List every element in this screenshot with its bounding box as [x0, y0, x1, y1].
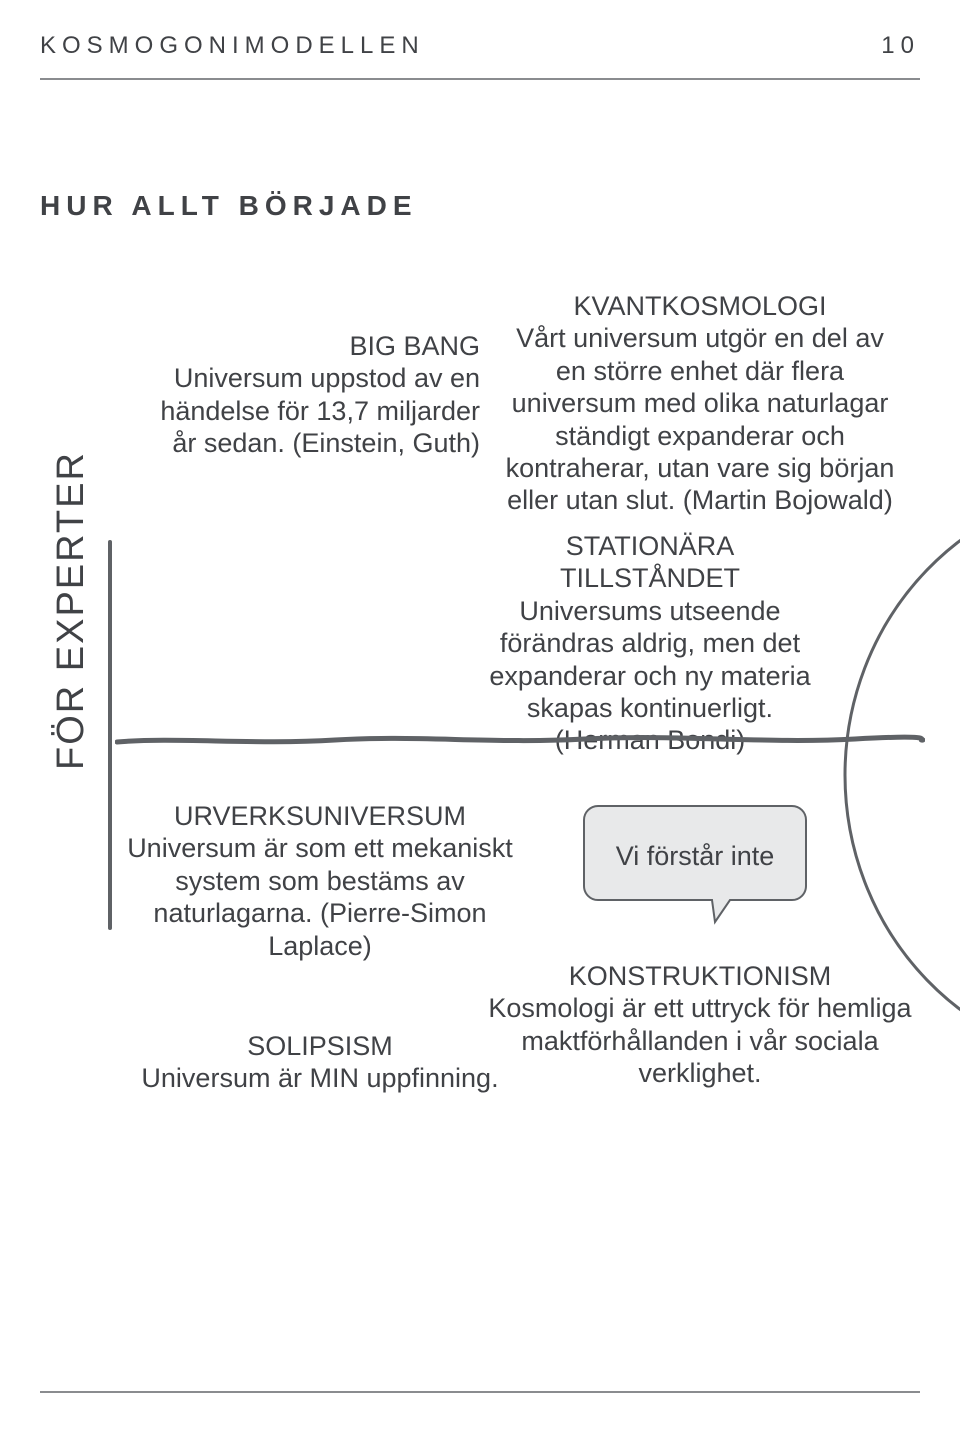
block-konstrukt: KONSTRUKTIONISM Kosmologi är ett uttryck…: [470, 960, 930, 1090]
page-number: 10: [881, 32, 920, 60]
hand-drawn-divider: [115, 732, 925, 748]
header-title: KOSMOGONIMODELLEN: [40, 32, 425, 60]
section-title: HUR ALLT BÖRJADE: [40, 190, 418, 222]
block-title: STATIONÄRA TILLSTÅNDET: [475, 530, 825, 595]
block-title: SOLIPSISM: [135, 1030, 505, 1062]
block-body: Kosmologi är ett uttryck för hemliga mak…: [470, 992, 930, 1089]
block-bigbang: BIG BANG Universum uppstod av en händels…: [140, 330, 480, 460]
block-body: Universum uppstod av en händelse för 13,…: [140, 362, 480, 459]
block-solipsism: SOLIPSISM Universum är MIN uppfinning.: [135, 1030, 505, 1095]
footer-rule: [40, 1391, 920, 1393]
block-title: BIG BANG: [140, 330, 480, 362]
speech-bubble-text: Vi förstår inte: [600, 812, 790, 900]
block-title: URVERKSUNIVERSUM: [120, 800, 520, 832]
vertical-axis-label: FÖR EXPERTER: [50, 451, 93, 770]
block-body: Universum är MIN uppfinning.: [135, 1062, 505, 1094]
page-header: KOSMOGONIMODELLEN 10: [40, 32, 920, 60]
block-body: Universum är som ett mekaniskt system so…: [120, 832, 520, 962]
block-urverk: URVERKSUNIVERSUM Universum är som ett me…: [120, 800, 520, 962]
header-rule: [40, 78, 920, 80]
block-title: KVANTKOSMOLOGI: [500, 290, 900, 322]
speech-bubble: Vi förstår inte: [580, 800, 810, 930]
vertical-guide-line: [108, 540, 112, 930]
block-stationar: STATIONÄRA TILLSTÅNDET Universums utseen…: [475, 530, 825, 757]
block-title: KONSTRUKTIONISM: [470, 960, 930, 992]
